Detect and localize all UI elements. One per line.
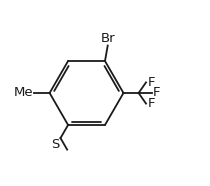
Text: Me: Me bbox=[14, 86, 33, 100]
Text: Br: Br bbox=[100, 32, 115, 45]
Text: F: F bbox=[147, 97, 155, 110]
Text: F: F bbox=[153, 86, 160, 100]
Text: S: S bbox=[51, 138, 59, 151]
Text: F: F bbox=[147, 76, 155, 89]
